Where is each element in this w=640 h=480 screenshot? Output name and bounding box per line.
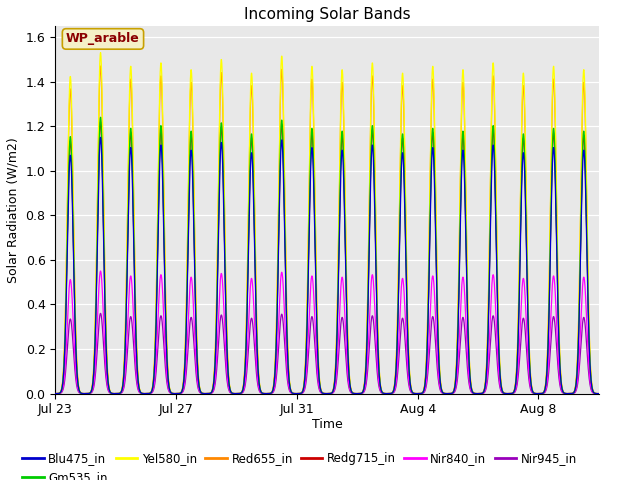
Title: Incoming Solar Bands: Incoming Solar Bands bbox=[244, 7, 410, 22]
X-axis label: Time: Time bbox=[312, 418, 342, 431]
Text: WP_arable: WP_arable bbox=[66, 33, 140, 46]
Y-axis label: Solar Radiation (W/m2): Solar Radiation (W/m2) bbox=[7, 137, 20, 283]
Legend: Blu475_in, Gm535_in, Yel580_in, Red655_in, Redg715_in, Nir840_in, Nir945_in: Blu475_in, Gm535_in, Yel580_in, Red655_i… bbox=[18, 447, 582, 480]
